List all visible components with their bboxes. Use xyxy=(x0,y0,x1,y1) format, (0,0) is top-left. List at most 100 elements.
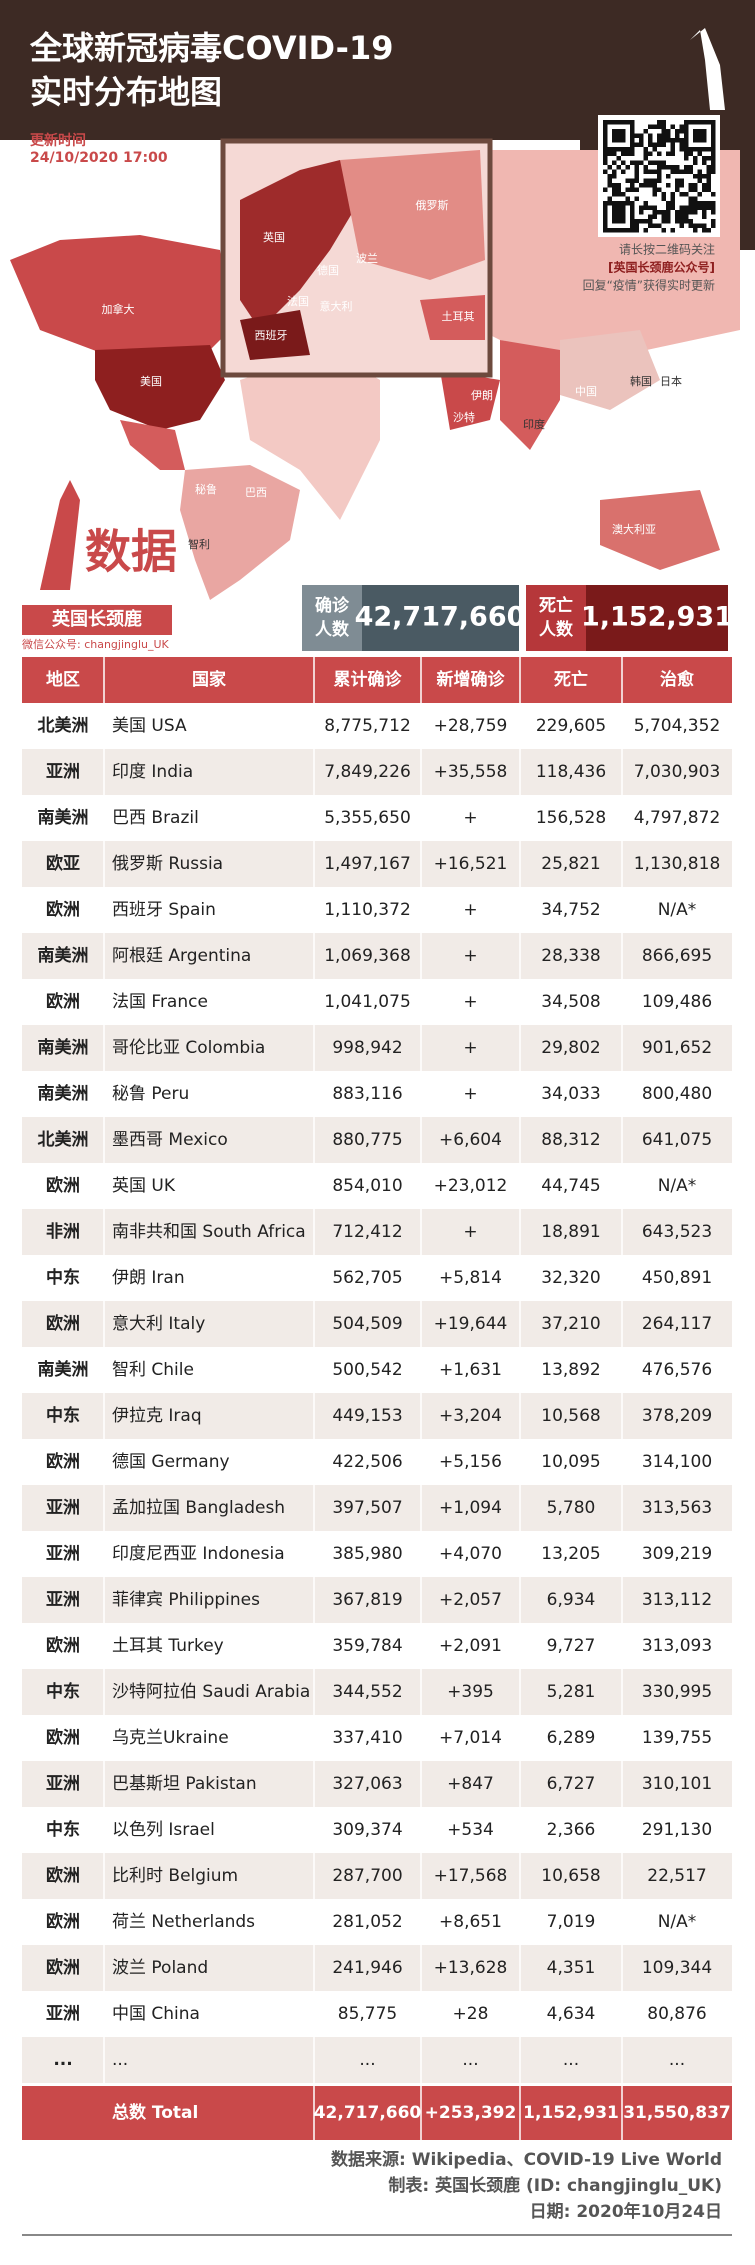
qr-module xyxy=(702,120,707,125)
table-cell: 菲律宾 Philippines xyxy=(112,1590,260,1610)
table-cell: 476,576 xyxy=(642,1360,712,1380)
table-cell: 南美洲 xyxy=(38,1083,89,1104)
table-cell: 波兰 Poland xyxy=(112,1958,208,1978)
qr-module xyxy=(670,192,675,197)
qr-module xyxy=(648,169,653,174)
table-cell: N/A* xyxy=(658,1176,697,1196)
qr-module xyxy=(684,219,689,224)
qr-module xyxy=(684,156,689,161)
qr-module xyxy=(711,169,716,174)
total-cell: 42,717,660 xyxy=(314,2103,422,2123)
qr-module xyxy=(706,178,711,183)
table-cell: 中东 xyxy=(46,1681,80,1702)
table-cell: 7,030,903 xyxy=(634,762,721,782)
qr-module xyxy=(621,147,626,152)
qr-module xyxy=(639,205,644,210)
qr-module xyxy=(643,151,648,156)
western-europe xyxy=(240,160,360,330)
canada xyxy=(10,235,230,360)
qr-module xyxy=(697,133,702,138)
qr-module xyxy=(657,120,662,125)
table-cell: 422,506 xyxy=(332,1452,402,1472)
table-cell: 亚洲 xyxy=(46,1544,80,1564)
table-header-bg xyxy=(22,657,732,703)
qr-module xyxy=(666,219,671,224)
qr-module xyxy=(711,223,716,228)
qr-module xyxy=(702,133,707,138)
qr-module xyxy=(670,169,675,174)
qr-module xyxy=(630,160,635,165)
table-cell: +395 xyxy=(447,1682,494,1702)
qr-module xyxy=(652,205,657,210)
table-cell: 10,568 xyxy=(541,1406,600,1426)
qr-module xyxy=(666,214,671,219)
usa xyxy=(95,345,225,430)
qr-module xyxy=(612,138,617,143)
qr-module xyxy=(643,201,648,206)
qr-module xyxy=(661,124,666,129)
qr-module xyxy=(684,151,689,156)
qr-module xyxy=(684,147,689,152)
qr-module xyxy=(675,129,680,134)
table-cell: 9,727 xyxy=(547,1636,596,1656)
qr-module xyxy=(702,138,707,143)
qr-module xyxy=(643,147,648,152)
qr-module xyxy=(652,187,657,192)
qr-module xyxy=(679,192,684,197)
table-cell: 亚洲 xyxy=(46,762,80,782)
map-label: 沙特 xyxy=(453,410,475,424)
qr-module xyxy=(702,223,707,228)
qr-module xyxy=(675,219,680,224)
table-cell: 欧洲 xyxy=(46,1911,80,1932)
qr-module xyxy=(702,214,707,219)
qr-module xyxy=(603,156,608,161)
table-cell: 秘鲁 Peru xyxy=(112,1084,189,1104)
qr-module xyxy=(711,133,716,138)
confirmed-box xyxy=(362,585,519,651)
qr-module xyxy=(607,178,612,183)
qr-module xyxy=(648,223,653,228)
table-cell: +13,628 xyxy=(434,1958,508,1978)
map-label: 波兰 xyxy=(356,252,378,265)
qr-module xyxy=(616,138,621,143)
table-cell: 44,745 xyxy=(541,1176,600,1196)
qr-module xyxy=(702,160,707,165)
table-cell: 34,752 xyxy=(541,900,600,920)
qr-text: 回复“疫情”获得实时更新 xyxy=(583,278,715,293)
south-america xyxy=(180,465,300,600)
qr-module xyxy=(643,219,648,224)
qr-module xyxy=(621,120,626,125)
qr-module xyxy=(679,129,684,134)
qr-module xyxy=(621,151,626,156)
qr-module xyxy=(661,133,666,138)
qr-module xyxy=(679,214,684,219)
qr-module xyxy=(711,165,716,170)
qr-module xyxy=(625,165,630,170)
table-cell: 5,780 xyxy=(547,1498,596,1518)
table-cell: 504,509 xyxy=(332,1314,402,1334)
qr-module xyxy=(625,196,630,201)
qr-module xyxy=(616,129,621,134)
table-cell: 287,700 xyxy=(332,1866,402,1886)
qr-module xyxy=(630,129,635,134)
table-cell: 281,052 xyxy=(332,1912,402,1932)
qr-module xyxy=(621,228,626,233)
qr-module xyxy=(688,151,693,156)
qr-module xyxy=(603,142,608,147)
qr-module xyxy=(621,192,626,197)
qr-module xyxy=(634,178,639,183)
map-label: 中国 xyxy=(575,385,597,398)
qr-module xyxy=(612,120,617,125)
qr-module xyxy=(607,174,612,179)
table-cell: 109,344 xyxy=(642,1958,712,1978)
table-row-bg xyxy=(22,795,732,841)
qr-module xyxy=(657,142,662,147)
qr-module xyxy=(621,160,626,165)
table-cell: 沙特阿拉伯 Saudi Arabia xyxy=(112,1682,310,1702)
table-cell: 1,130,818 xyxy=(634,854,721,874)
qr-module xyxy=(603,147,608,152)
table-cell: 156,528 xyxy=(536,808,606,828)
table-cell: 欧亚 xyxy=(46,853,80,874)
qr-module xyxy=(634,219,639,224)
